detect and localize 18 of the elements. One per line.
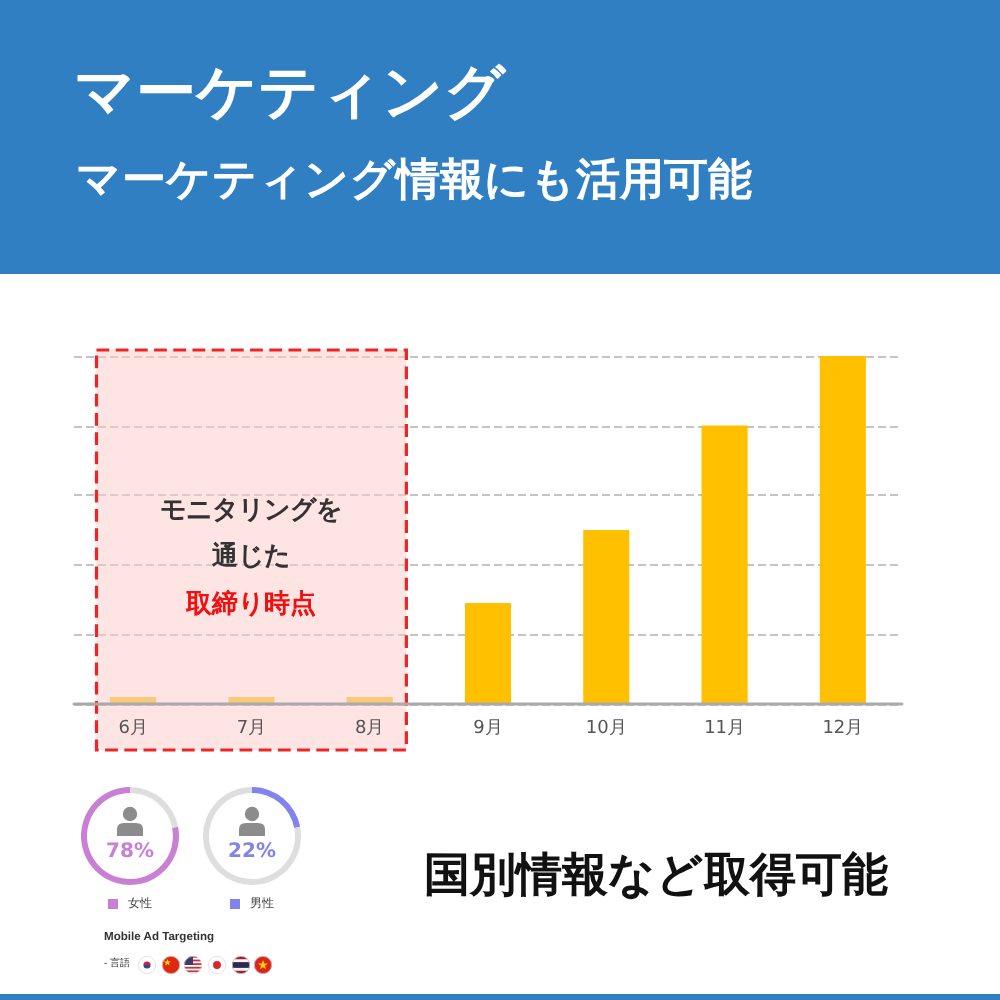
x-tick-label: 7月 [236, 719, 267, 739]
x-tick-label: 6月 [118, 719, 148, 739]
text: 国別情報など取得可能 [424, 850, 888, 906]
annotation: 取締り時点 [184, 588, 317, 620]
bar [464, 603, 512, 704]
bar [819, 356, 866, 704]
bar [583, 530, 630, 704]
x-tick-label: 8月 [354, 719, 385, 739]
text: 78% [106, 841, 154, 863]
chart-title: マーケティング [74, 58, 506, 130]
x-tick-label: 10月 [585, 719, 627, 739]
x-tick-label: 12月 [822, 719, 864, 739]
text: 22% [228, 841, 276, 863]
x-tick-label: 11月 [704, 719, 746, 739]
chart-subtitle: マーケティング情報にも活用可能 [76, 154, 752, 208]
x-tick-label: 9月 [473, 719, 503, 739]
band-label: モニタリングを通じた [160, 496, 343, 573]
bar [701, 425, 748, 704]
